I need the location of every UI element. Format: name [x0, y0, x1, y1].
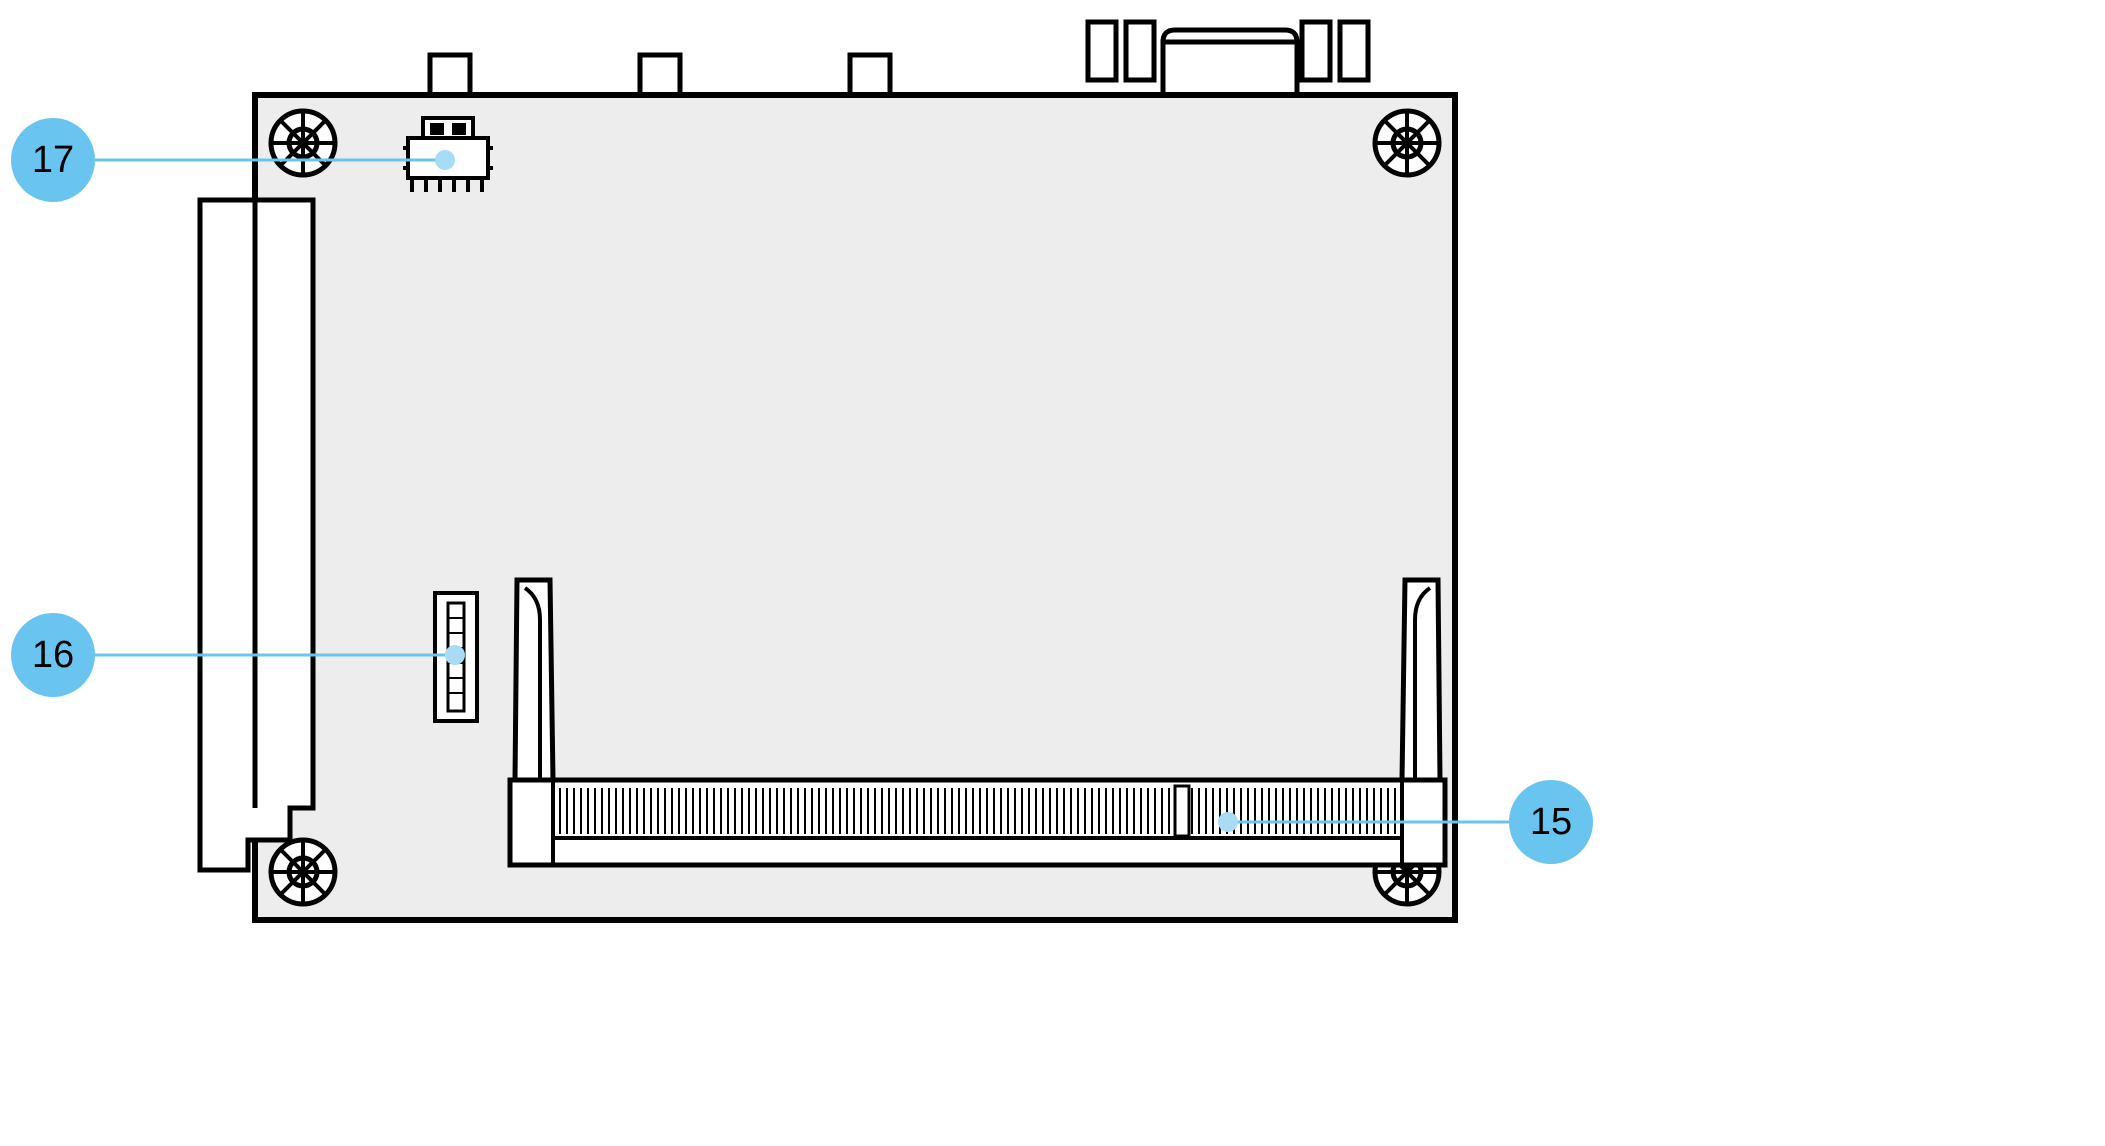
mounting-hole-tl — [271, 111, 335, 175]
mounting-hole-tr — [1375, 111, 1439, 175]
diagram-canvas: 17 16 15 — [0, 0, 2105, 1146]
left-bracket — [200, 200, 313, 870]
callout-17-label: 17 — [32, 139, 74, 182]
top-connectors — [430, 22, 1368, 100]
callout-15-label: 15 — [1530, 801, 1572, 844]
callout-16: 16 — [11, 613, 95, 697]
callout-15: 15 — [1509, 780, 1593, 864]
callout-16-label: 16 — [32, 634, 74, 677]
callout-17: 17 — [11, 118, 95, 202]
mounting-hole-bl — [271, 840, 335, 904]
board-svg — [0, 0, 2105, 1146]
